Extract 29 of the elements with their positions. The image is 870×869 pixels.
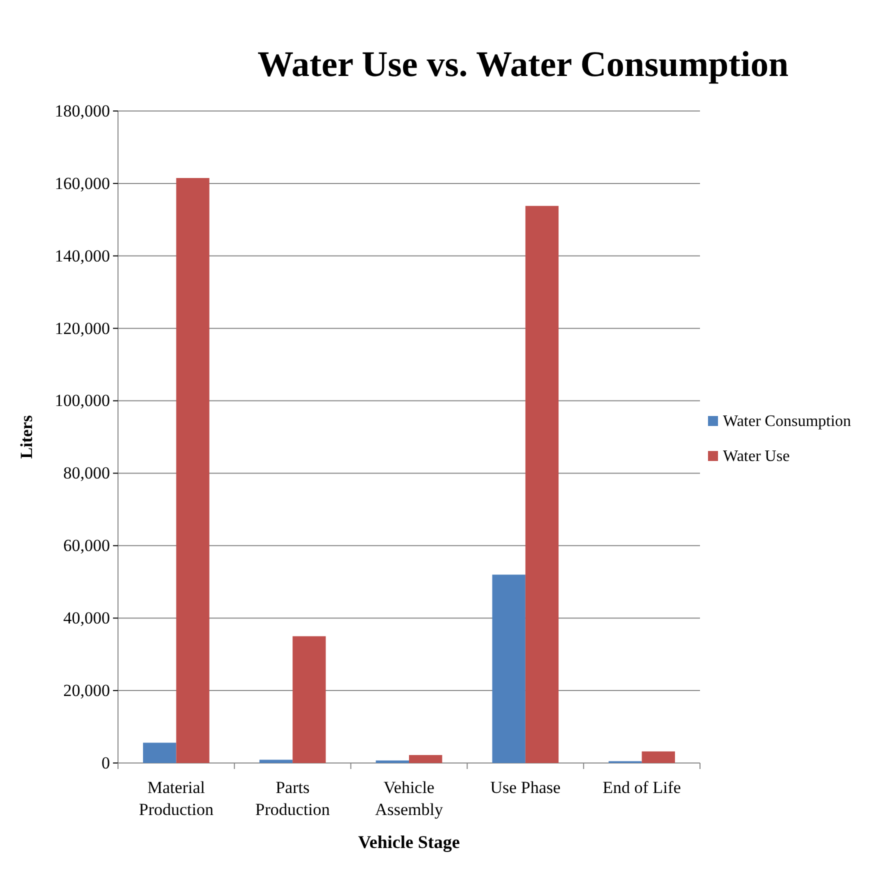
bar bbox=[492, 574, 526, 763]
x-tick-label: Vehicle Assembly bbox=[375, 778, 444, 819]
bar bbox=[376, 760, 409, 763]
bar bbox=[259, 760, 293, 763]
legend-label: Water Consumption bbox=[723, 413, 852, 430]
y-tick-label: 80,000 bbox=[63, 464, 110, 483]
y-tick-label: 0 bbox=[102, 753, 110, 772]
bar bbox=[176, 178, 210, 763]
legend-label: Water Use bbox=[723, 448, 790, 465]
bar bbox=[409, 755, 442, 763]
bar bbox=[292, 636, 326, 763]
y-tick-label: 160,000 bbox=[54, 174, 110, 193]
y-tick-label: 20,000 bbox=[63, 680, 110, 700]
bar bbox=[642, 751, 675, 763]
x-tick-label: Use Phase bbox=[490, 778, 561, 797]
bar bbox=[143, 742, 176, 763]
y-tick-label: 180,000 bbox=[54, 101, 110, 120]
bar bbox=[525, 206, 559, 763]
chart-title: Water Use vs. Water Consumption bbox=[257, 44, 789, 84]
y-tick-label: 60,000 bbox=[63, 536, 110, 556]
y-axis-title: Liters bbox=[17, 414, 36, 459]
y-tick-label: 100,000 bbox=[54, 391, 110, 410]
x-axis-title: Vehicle Stage bbox=[358, 832, 460, 852]
y-tick-label: 120,000 bbox=[54, 318, 110, 338]
x-tick-label: End of Life bbox=[602, 778, 681, 797]
y-tick-label: 140,000 bbox=[54, 246, 110, 266]
y-tick-label: 40,000 bbox=[63, 608, 110, 628]
x-tick-label: Material Production bbox=[138, 778, 214, 819]
x-tick-label: Parts Production bbox=[255, 778, 330, 819]
